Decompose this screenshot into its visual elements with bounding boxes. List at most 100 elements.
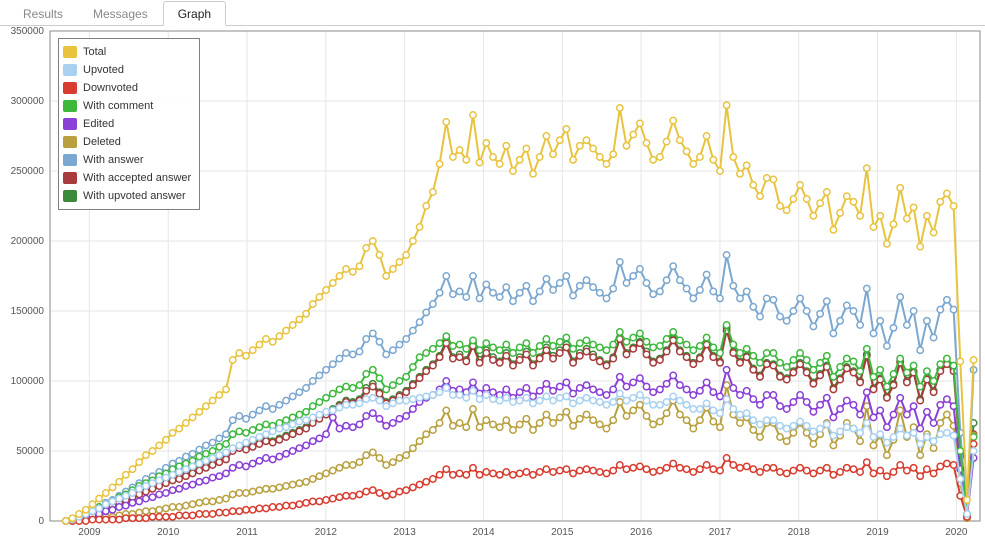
tab-results[interactable]: Results [8, 1, 78, 26]
series-marker [757, 313, 763, 319]
series-marker [143, 495, 149, 501]
series-marker [603, 470, 609, 476]
chart-area: 0500001000001500002000002500003000003500… [0, 26, 985, 544]
series-marker [129, 490, 135, 496]
series-marker [697, 343, 703, 349]
series-marker [363, 388, 369, 394]
series-marker [757, 469, 763, 475]
series-marker [443, 119, 449, 125]
series-marker [450, 154, 456, 160]
series-marker [950, 432, 956, 438]
series-marker [944, 460, 950, 466]
series-marker [490, 344, 496, 350]
series-marker [236, 442, 242, 448]
series-marker [109, 507, 115, 513]
series-marker [683, 417, 689, 423]
series-marker [583, 411, 589, 417]
series-marker [336, 273, 342, 279]
series-marker [857, 411, 863, 417]
series-marker [657, 386, 663, 392]
series-marker [370, 410, 376, 416]
series-marker [703, 379, 709, 385]
series-marker [290, 322, 296, 328]
series-marker [450, 355, 456, 361]
series-marker [550, 343, 556, 349]
series-marker [804, 308, 810, 314]
series-marker [877, 467, 883, 473]
series-marker [577, 353, 583, 359]
legend-item[interactable]: Edited [63, 115, 191, 133]
series-marker [730, 462, 736, 468]
series-marker [944, 411, 950, 417]
series-marker [356, 459, 362, 465]
series-marker [563, 393, 569, 399]
legend-item[interactable]: Deleted [63, 133, 191, 151]
series-marker [583, 337, 589, 343]
series-marker [810, 381, 816, 387]
series-marker [717, 410, 723, 416]
legend-item[interactable]: Total [63, 43, 191, 61]
tab-messages[interactable]: Messages [78, 1, 163, 26]
series-marker [643, 339, 649, 345]
series-marker [383, 403, 389, 409]
series-marker [216, 435, 222, 441]
series-marker [884, 343, 890, 349]
series-marker [517, 397, 523, 403]
series-marker [316, 411, 322, 417]
series-marker [403, 374, 409, 380]
series-marker [510, 472, 516, 478]
series-marker [630, 407, 636, 413]
series-marker [410, 364, 416, 370]
series-marker [570, 470, 576, 476]
series-marker [423, 431, 429, 437]
series-marker [163, 474, 169, 480]
series-marker [870, 470, 876, 476]
series-marker [183, 512, 189, 518]
series-marker [256, 434, 262, 440]
tab-graph[interactable]: Graph [163, 1, 226, 26]
series-marker [690, 295, 696, 301]
series-marker [230, 445, 236, 451]
series-marker [316, 435, 322, 441]
series-marker [797, 418, 803, 424]
legend-item[interactable]: With answer [63, 151, 191, 169]
series-marker [490, 396, 496, 402]
series-marker [370, 330, 376, 336]
series-marker [283, 483, 289, 489]
series-marker [149, 494, 155, 500]
series-marker [597, 154, 603, 160]
series-marker [897, 462, 903, 468]
series-marker [757, 434, 763, 440]
series-marker [196, 479, 202, 485]
series-marker [436, 472, 442, 478]
series-marker [837, 376, 843, 382]
series-marker [683, 341, 689, 347]
series-marker [436, 290, 442, 296]
legend-item[interactable]: With accepted answer [63, 169, 191, 187]
series-marker [310, 414, 316, 420]
legend-label: Total [83, 46, 106, 58]
series-marker [884, 452, 890, 458]
series-marker [697, 466, 703, 472]
series-marker [777, 313, 783, 319]
series-marker [777, 374, 783, 380]
legend-item[interactable]: With comment [63, 97, 191, 115]
series-marker [850, 402, 856, 408]
series-marker [850, 466, 856, 472]
legend-item[interactable]: Upvoted [63, 61, 191, 79]
legend-label: With comment [83, 100, 153, 112]
legend-label: Upvoted [83, 64, 124, 76]
series-marker [216, 444, 222, 450]
x-tick-label: 2020 [945, 527, 968, 538]
series-marker [777, 403, 783, 409]
series-marker [330, 414, 336, 420]
series-marker [870, 442, 876, 448]
legend-item[interactable]: Downvoted [63, 79, 191, 97]
series-marker [884, 241, 890, 247]
series-marker [216, 497, 222, 503]
legend-item[interactable]: With upvoted answer [63, 187, 191, 205]
series-marker [483, 340, 489, 346]
series-marker [510, 427, 516, 433]
series-marker [930, 389, 936, 395]
series-marker [123, 493, 129, 499]
